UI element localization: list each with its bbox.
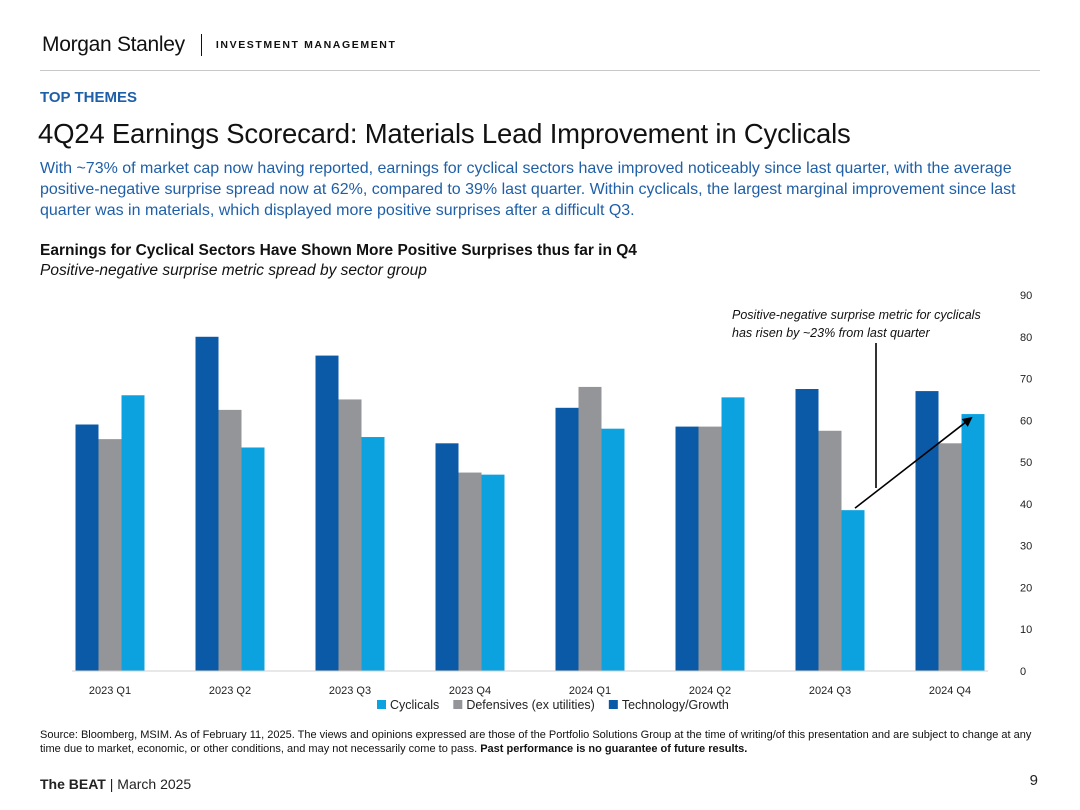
- y-tick-label: 30: [1020, 541, 1032, 553]
- y-tick-label: 60: [1020, 415, 1032, 427]
- disclaimer-bold: Past performance is no guarantee of futu…: [480, 743, 748, 755]
- footer-brand: The BEAT: [40, 776, 106, 792]
- bar-technology-growth-2024-q1: [555, 407, 579, 671]
- x-tick-label: 2024 Q2: [689, 685, 731, 697]
- annotation-text: has risen by ~23% from last quarter: [732, 326, 930, 340]
- header-rule: [40, 70, 1040, 71]
- legend-swatch: [608, 700, 618, 709]
- bar-cyclicals-2023-q1: [121, 395, 145, 671]
- legend-label: Technology/Growth: [622, 698, 729, 712]
- bar-technology-growth-2023-q1: [75, 424, 99, 671]
- legend-entry: Defensives (ex utilities): [453, 698, 595, 712]
- annotation-arrow: [854, 416, 973, 509]
- footer-separator: |: [109, 776, 114, 792]
- logo-subtitle: INVESTMENT MANAGEMENT: [215, 39, 397, 51]
- legend-swatch: [453, 700, 463, 709]
- y-tick-label: 70: [1020, 374, 1032, 386]
- bar-defensives-ex-utilities--2023-q4: [458, 472, 482, 671]
- x-tick-label: 2023 Q2: [209, 685, 251, 697]
- bar-defensives-ex-utilities--2023-q2: [218, 409, 242, 671]
- section-label: TOP THEMES: [40, 89, 137, 106]
- source-text: Source: Bloomberg, MSIM. As of February …: [40, 729, 1032, 755]
- page-title: 4Q24 Earnings Scorecard: Materials Lead …: [38, 118, 851, 149]
- bar-cyclicals-2024-q3: [841, 510, 865, 671]
- bar-cyclicals-2023-q2: [241, 447, 265, 671]
- bar-defensives-ex-utilities--2023-q3: [338, 399, 362, 671]
- bar-defensives-ex-utilities--2024-q1: [578, 386, 602, 671]
- morgan-stanley-logo: Morgan Stanley: [42, 33, 185, 56]
- bar-cyclicals-2023-q3: [361, 437, 385, 671]
- x-tick-label: 2023 Q3: [329, 685, 371, 697]
- bar-cyclicals-2024-q4: [961, 414, 985, 671]
- bar-technology-growth-2023-q4: [435, 443, 459, 671]
- x-tick-label: 2023 Q1: [89, 685, 131, 697]
- legend-label: Cyclicals: [390, 698, 439, 712]
- bar-technology-growth-2024-q2: [675, 426, 699, 671]
- y-tick-label: 40: [1020, 499, 1032, 511]
- bar-technology-growth-2023-q2: [195, 336, 219, 671]
- y-tick-label: 20: [1020, 582, 1032, 594]
- x-tick-label: 2024 Q3: [809, 685, 851, 697]
- legend-swatch: [377, 700, 386, 709]
- bar-cyclicals-2024-q1: [601, 428, 625, 671]
- annotation-text: Positive-negative surprise metric for cy…: [732, 308, 981, 322]
- bar-defensives-ex-utilities--2023-q1: [98, 439, 122, 671]
- bar-cyclicals-2023-q4: [481, 474, 505, 671]
- y-tick-label: 80: [1020, 332, 1032, 344]
- legend-entry: Technology/Growth: [608, 698, 729, 712]
- bar-defensives-ex-utilities--2024-q2: [698, 426, 722, 671]
- logo-divider: [200, 34, 202, 56]
- legend-label: Defensives (ex utilities): [466, 698, 595, 712]
- source-note: Source: Bloomberg, MSIM. As of February …: [40, 728, 1045, 756]
- bar-technology-growth-2023-q3: [315, 355, 339, 671]
- x-tick-label: 2024 Q1: [569, 685, 611, 697]
- x-tick-label: 2023 Q4: [449, 685, 491, 697]
- page-number: 9: [1029, 772, 1038, 789]
- footer: The BEAT | March 2025: [40, 776, 191, 792]
- y-tick-label: 10: [1020, 624, 1032, 636]
- bar-technology-growth-2024-q4: [915, 391, 939, 671]
- chart-subtitle: Positive-negative surprise metric spread…: [40, 262, 427, 279]
- bar-defensives-ex-utilities--2024-q3: [818, 430, 842, 671]
- y-tick-label: 0: [1020, 666, 1026, 678]
- x-tick-label: 2024 Q4: [929, 685, 971, 697]
- intro-text: With ~73% of market cap now having repor…: [40, 160, 1016, 219]
- header: Morgan Stanley INVESTMENT MANAGEMENT: [42, 30, 397, 60]
- bar-technology-growth-2024-q3: [795, 389, 819, 671]
- legend-entry: Cyclicals: [377, 698, 439, 712]
- bar-defensives-ex-utilities--2024-q4: [938, 443, 962, 671]
- bar-cyclicals-2024-q2: [721, 397, 745, 671]
- footer-date: March 2025: [117, 776, 192, 792]
- earnings-surprise-bar-chart: 0 10 20 30 40 50 60 70 80 90 2023 Q1 2023 Q2 2023 Q3…: [72, 290, 1032, 712]
- y-tick-label: 50: [1020, 457, 1032, 469]
- chart-title: Earnings for Cyclical Sectors Have Shown…: [40, 242, 637, 259]
- y-tick-label: 90: [1020, 290, 1032, 302]
